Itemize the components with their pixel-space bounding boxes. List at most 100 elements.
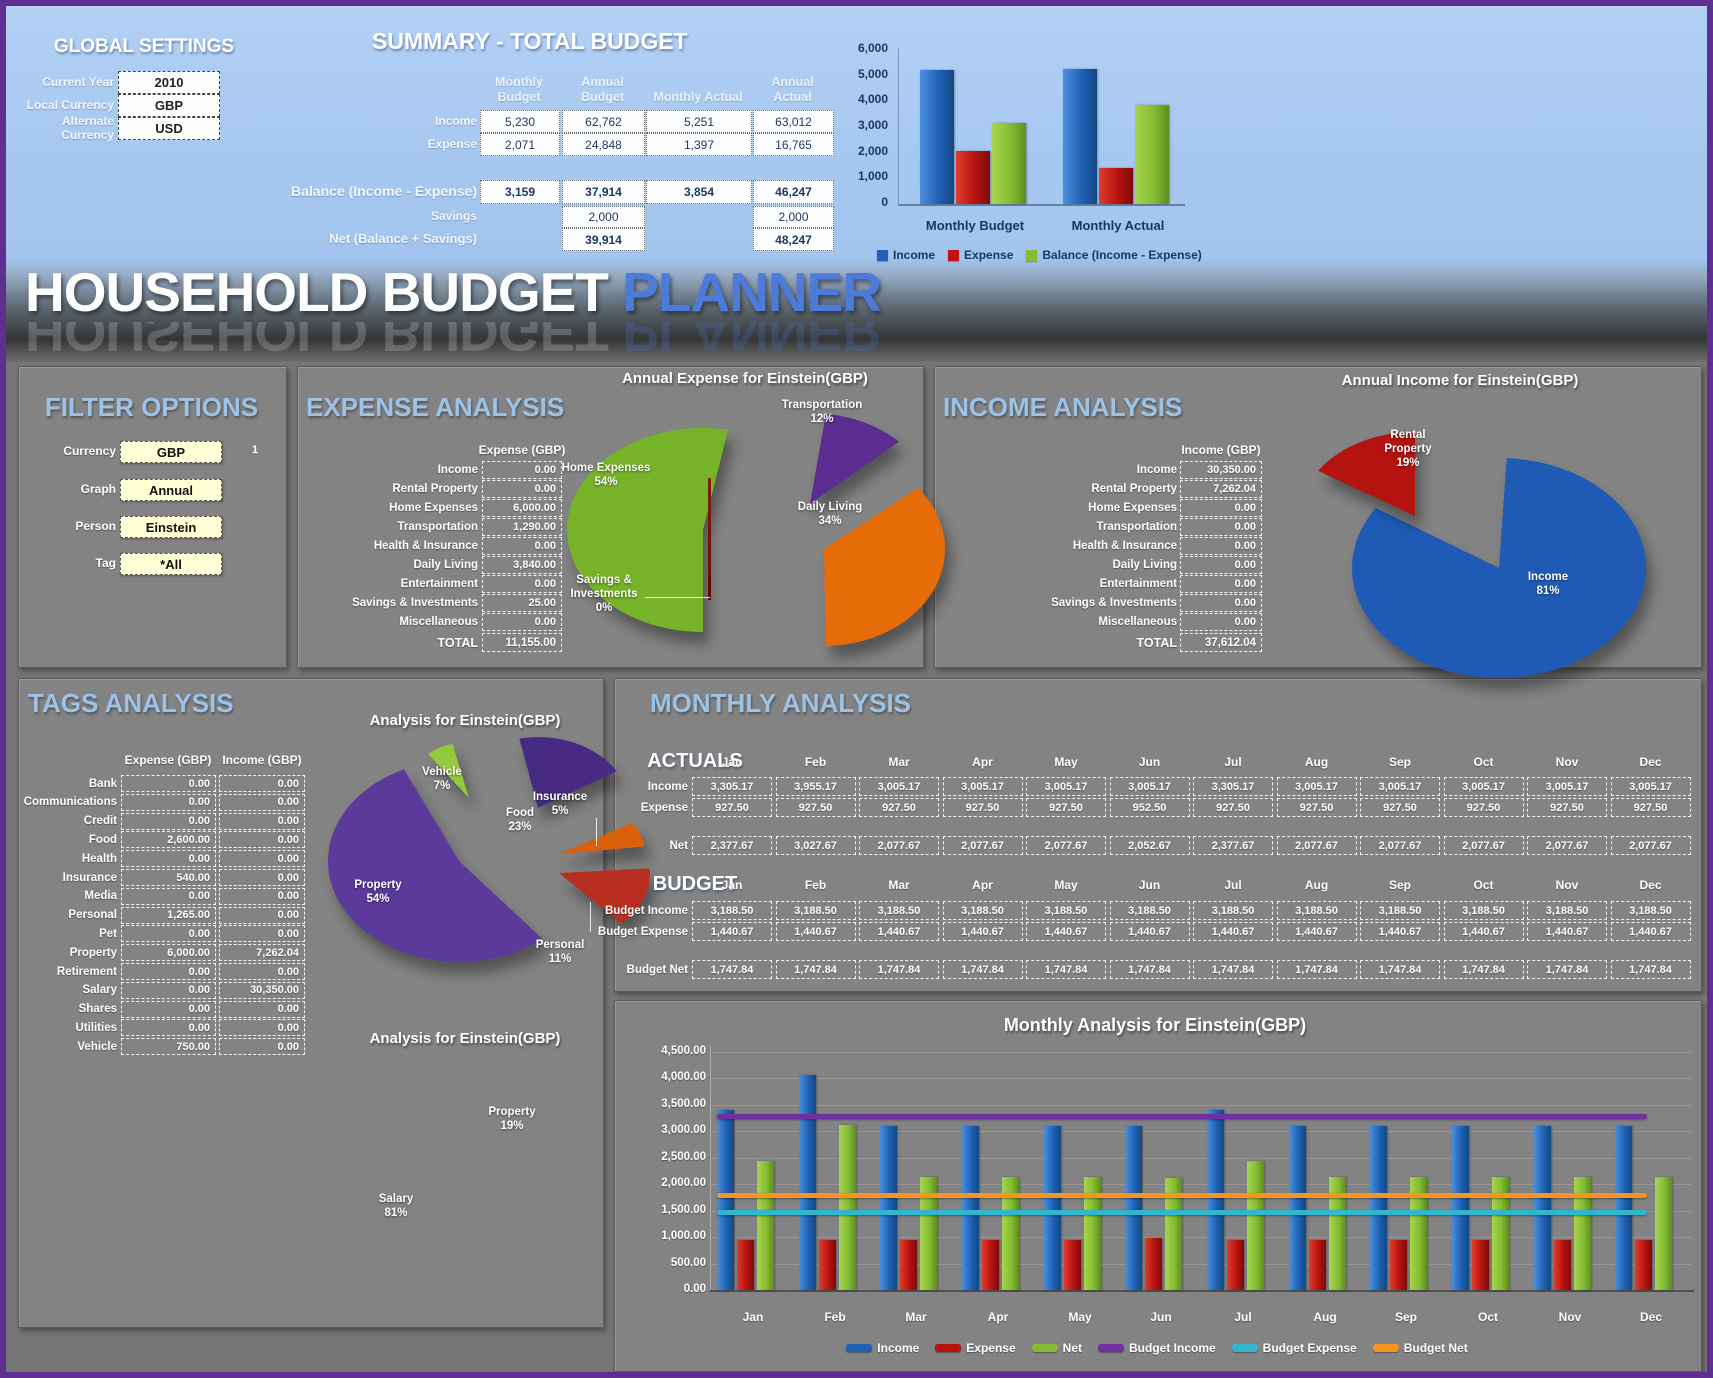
income-analysis-title: INCOME ANALYSIS [943, 392, 1183, 422]
tags-income-cell: 0.00 [219, 1038, 305, 1056]
gridline [712, 1184, 1692, 1186]
monthly-y-tick-label: 3,000.00 [661, 1124, 706, 1137]
budget-expense-cell: 1,440.67 [1109, 922, 1190, 941]
budget-net-label: Budget Net [626, 963, 688, 976]
actuals-month-header: Sep [1388, 755, 1411, 769]
tags-income-cell: 0.00 [219, 925, 305, 943]
tags-expense-cell: 0.00 [121, 850, 216, 868]
monthly-x-category-label: Jul [1234, 1310, 1252, 1324]
budget-expense-label: Budget Expense [597, 925, 688, 938]
budget-income-cell: 3,188.50 [692, 901, 772, 920]
actual-expense-cell: 927.50 [692, 798, 772, 817]
tags-income-column-header: Income (GBP) [222, 753, 302, 767]
expense-row-label: Transportation [397, 521, 478, 533]
monthly-y-tick-label: 3,500.00 [661, 1097, 706, 1110]
actual-expense-cell: 927.50 [1026, 798, 1106, 817]
expense-row-label: Home Expenses [389, 502, 478, 514]
budget-expense-cell: 1,440.67 [1610, 922, 1691, 941]
tags-income-cell: 0.00 [219, 1019, 305, 1037]
monthly-y-tick-label: 4,500.00 [661, 1045, 706, 1057]
budget-month-header: Nov [1555, 878, 1579, 892]
global-setting-value-input[interactable]: GBP [118, 94, 220, 117]
tags-income-cell: 0.00 [219, 963, 305, 980]
y-axis-tick-label: 5,000 [857, 66, 888, 81]
income-row-label: Entertainment [1099, 578, 1177, 590]
filter-select-graph[interactable]: Annual [120, 479, 222, 501]
actual-net-cell: 2,377.67 [1193, 836, 1273, 855]
monthly-x-category-label: Dec [1639, 1310, 1662, 1324]
actual-income-cell: 3,305.17 [692, 777, 772, 796]
income-row-label: Transportation [1096, 521, 1177, 533]
legend-label: Expense [964, 248, 1014, 262]
summary-chart-bar-balance [1135, 105, 1169, 204]
x-axis-line [710, 1290, 1694, 1292]
y-axis-tick-label: 1,000 [857, 169, 888, 184]
summary-cell: 37,914 [562, 180, 645, 204]
income-cell: 7,262.04 [1180, 480, 1262, 498]
summary-title: SUMMARY - TOTAL BUDGET [372, 28, 688, 54]
legend-item: Expense [948, 248, 1013, 262]
monthly-chart-title: Monthly Analysis for Einstein(GBP) [1003, 1015, 1307, 1035]
global-setting-value-input[interactable]: USD [118, 117, 220, 140]
actual-expense-cell: 927.50 [1276, 798, 1357, 817]
tags-row-label: Communications [23, 796, 117, 809]
tags-expense-cell: 540.00 [121, 869, 216, 886]
pie-label-insurance: Insurance 5% [532, 791, 588, 817]
filter-select-person[interactable]: Einstein [120, 516, 222, 538]
global-setting-value-input[interactable]: 2010 [118, 71, 220, 94]
monthly-bar-income [799, 1075, 816, 1290]
monthly-bar-net [1329, 1177, 1346, 1290]
pie-leader-line [590, 902, 591, 932]
tags-expense-cell: 0.00 [121, 1019, 216, 1037]
summary-cell: 3,854 [646, 180, 752, 204]
summary-cell: 2,000 [562, 206, 645, 228]
pie-label-rental-property: Rental Property 19% [1384, 429, 1432, 469]
summary-cell: 24,848 [562, 133, 645, 156]
pie-slice-daily-living [703, 452, 945, 646]
legend-label: Net [1062, 1341, 1082, 1355]
income-row-label: Miscellaneous [1098, 616, 1177, 628]
monthly-bar-income [1044, 1126, 1061, 1290]
actual-income-cell: 3,005.17 [1610, 777, 1691, 796]
actual-expense-cell: 927.50 [859, 798, 939, 817]
summary-row-label: Expense [427, 136, 477, 151]
tags-income-cell: 7,262.04 [219, 944, 305, 962]
budget-month-header: Apr [972, 878, 993, 892]
tags-expense-cell: 0.00 [121, 981, 216, 999]
monthly-bar-expense [1554, 1240, 1571, 1290]
filter-select-currency[interactable]: GBP [120, 441, 222, 463]
tags-row-label: Salary [82, 984, 117, 997]
actual-expense-cell: 927.50 [775, 798, 856, 817]
monthly-bar-net [1492, 1177, 1509, 1290]
pie-label-food: Food 23% [505, 807, 535, 833]
actual-income-label: Income [647, 780, 688, 793]
monthly-bar-income [1534, 1126, 1551, 1290]
filter-select-tag[interactable]: *All [120, 553, 222, 575]
income-cell: 0.00 [1180, 594, 1262, 612]
tags-row-label: Media [84, 890, 117, 903]
pie-label-daily-living: Daily Living 34% [797, 501, 863, 527]
monthly-analysis-title: MONTHLY ANALYSIS [650, 688, 912, 718]
actuals-month-header: Apr [972, 755, 993, 769]
budget-income-cell: 3,188.50 [1610, 901, 1691, 920]
y-axis-line [710, 1046, 711, 1290]
actual-expense-label: Expense [640, 801, 688, 814]
income-row-label: Rental Property [1091, 483, 1177, 495]
monthly-chart-legend: Income Expense Net Budget Income Budget Expe… [614, 1341, 1700, 1355]
monthly-bar-net [1165, 1178, 1182, 1290]
tags-income-cell: 0.00 [219, 1000, 305, 1018]
actuals-month-header: Aug [1304, 755, 1329, 769]
monthly-bar-income [1370, 1126, 1387, 1290]
tags-analysis-title: TAGS ANALYSIS [28, 688, 234, 718]
monthly-analysis-panel [614, 678, 1702, 992]
actual-net-cell: 2,077.67 [942, 836, 1023, 855]
expense-cell: 0.00 [482, 575, 562, 593]
tags-expense-cell: 0.00 [121, 887, 216, 905]
summary-cell: 46,247 [753, 180, 834, 204]
monthly-bar-net [1084, 1177, 1101, 1290]
actuals-month-header: Feb [804, 755, 827, 769]
summary-cell: 16,765 [753, 133, 834, 156]
budget-income-cell: 3,188.50 [942, 901, 1023, 920]
actuals-month-header: Jun [1138, 755, 1161, 769]
budget-month-header: Oct [1473, 878, 1494, 892]
